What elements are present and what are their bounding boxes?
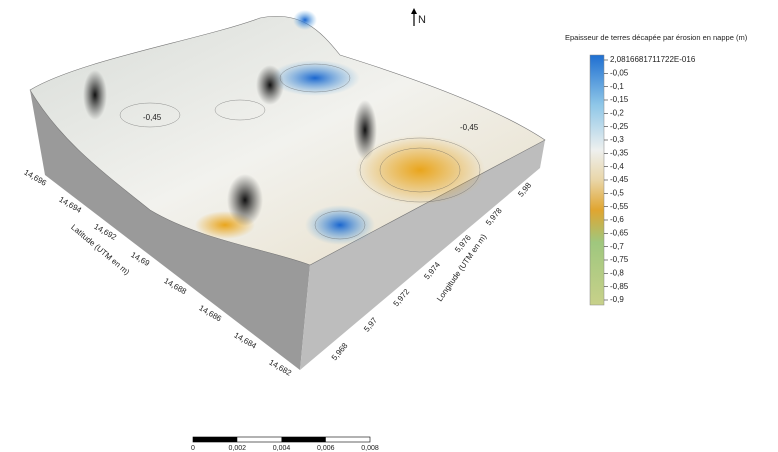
colorbar-label: -0,65 <box>610 228 629 237</box>
scale-segment <box>281 437 326 442</box>
scale-segment <box>193 437 238 442</box>
scale-label: 0,008 <box>361 445 379 452</box>
colorbar-label: 2,0816681711722E-016 <box>610 55 696 64</box>
colorbar-label: -0,55 <box>610 202 629 211</box>
contour-label: -0,45 <box>143 113 162 122</box>
colorbar-label: -0,15 <box>610 95 629 104</box>
lon-tick: 5,97 <box>362 315 379 333</box>
colorbar-label: -0,45 <box>610 175 629 184</box>
colorbar-label: -0,2 <box>610 108 624 117</box>
colorbar-label: -0,7 <box>610 242 624 251</box>
colorbar-label: -0,4 <box>610 162 624 171</box>
scale-label: 0,004 <box>273 445 291 452</box>
colorbar <box>589 54 605 306</box>
colorbar-label: -0,1 <box>610 82 624 91</box>
colorbar-label: -0,05 <box>610 68 629 77</box>
colorbar-label: -0,25 <box>610 122 629 131</box>
colorbar-label: -0,8 <box>610 268 624 277</box>
lon-tick: 5,968 <box>330 341 350 363</box>
colorbar-label: -0,85 <box>610 282 629 291</box>
lon-tick-label: 5,97 <box>362 315 379 333</box>
scale-label: 0,006 <box>317 445 335 452</box>
lon-tick-label: 5,968 <box>330 341 350 363</box>
colorbar-label: -0,35 <box>610 148 629 157</box>
colorbar-label: -0,9 <box>610 295 624 304</box>
north-arrow <box>411 8 417 26</box>
colorbar-label: -0,3 <box>610 135 624 144</box>
colorbar-label: -0,75 <box>610 255 629 264</box>
contour-label: -0,45 <box>460 123 479 132</box>
north-label: N <box>418 14 426 26</box>
colorbar-label: -0,5 <box>610 188 624 197</box>
legend-title: Epaisseur de terres décapée par érosion … <box>565 33 748 42</box>
surface <box>29 10 546 370</box>
colorbar-label: -0,6 <box>610 215 624 224</box>
scale-label: 0 <box>191 445 195 452</box>
scale-label: 0,002 <box>228 445 246 452</box>
